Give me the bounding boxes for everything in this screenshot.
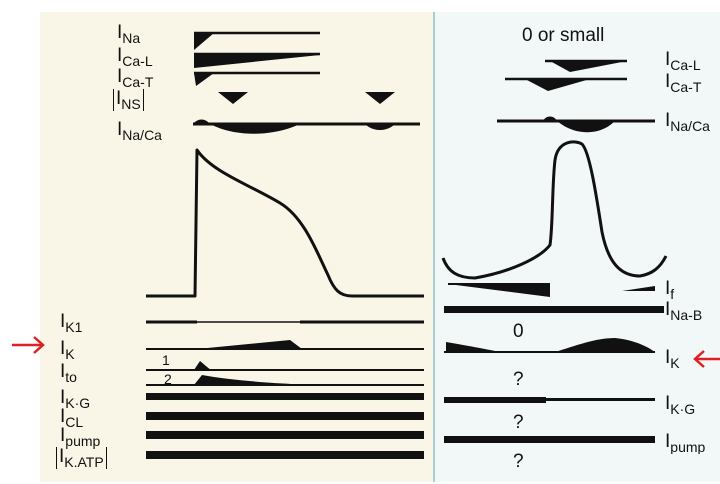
label-to-component-2: 2	[164, 371, 172, 387]
label-ventricular-k: IK	[60, 338, 75, 362]
trace-ventricular-k-g	[146, 393, 424, 400]
trace-nodal-pump	[444, 436, 655, 443]
label-nodal-ca-l: ICa-L	[665, 49, 701, 73]
highlight-arrow-left	[12, 336, 45, 354]
trace-ventricular-cl	[146, 412, 424, 420]
trace-ventricular-to	[146, 361, 424, 386]
label-ventricular-ca-l: ICa-L	[117, 45, 153, 69]
nodal-action-potential	[441, 140, 668, 280]
nodal-note-3: ?	[513, 451, 524, 472]
label-ventricular-na: INa	[117, 22, 141, 46]
label-ventricular-k-atp: IK.ATP	[56, 447, 107, 469]
trace-nodal-k-g	[444, 397, 655, 403]
label-ventricular-k-g: IK·G	[60, 387, 91, 411]
label-nodal-ca-t: ICa-T	[665, 71, 702, 95]
label-ventricular-to: Ito	[60, 361, 77, 385]
label-ventricular-pump: Ipump	[60, 425, 101, 449]
ventricular-action-potential	[146, 148, 424, 298]
trace-ventricular-pump	[146, 431, 424, 439]
label-nodal-na-ca: INa/Ca	[665, 111, 710, 133]
label-ventricular-cl: ICL	[60, 406, 84, 430]
label-ventricular-k1: IK1	[60, 311, 83, 335]
trace-nodal-k	[444, 338, 655, 353]
label-ventricular-ca-t: ICa-T	[117, 66, 154, 90]
label-nodal-k: IK	[665, 347, 680, 371]
nodal-note-k: 0	[513, 321, 524, 342]
trace-nodal-ca-t	[505, 77, 627, 91]
highlight-arrow-right	[693, 350, 720, 368]
trace-nodal-ca-l	[545, 59, 627, 72]
trace-ventricular-ca-l	[194, 52, 320, 68]
trace-ventricular-ns	[218, 92, 395, 104]
trace-nodal-na-b	[444, 306, 664, 313]
label-nodal-pump: Ipump	[665, 432, 706, 454]
nodal-note-1: ?	[513, 369, 524, 390]
label-nodal-na-b: INa-B	[665, 299, 703, 323]
trace-ventricular-na-ca	[193, 119, 420, 134]
ventricular-panel	[40, 12, 434, 482]
label-to-component-1: 1	[162, 352, 170, 368]
trace-nodal-na-ca	[497, 116, 655, 133]
trace-ventricular-k-atp	[146, 451, 424, 459]
nodal-note-2: ?	[513, 412, 524, 433]
trace-ventricular-k	[146, 340, 424, 350]
trace-ventricular-na	[194, 31, 320, 50]
label-ventricular-ns: INS	[113, 89, 144, 111]
label-nodal-f: If	[665, 278, 675, 302]
nodal-header-note: 0 or small	[522, 25, 605, 46]
label-ventricular-na-ca: INa/Ca	[117, 119, 162, 143]
nodal-panel	[434, 12, 720, 482]
trace-nodal-f	[448, 283, 655, 297]
label-nodal-k-g: IK·G	[665, 393, 696, 417]
trace-ventricular-ca-t	[194, 71, 320, 86]
